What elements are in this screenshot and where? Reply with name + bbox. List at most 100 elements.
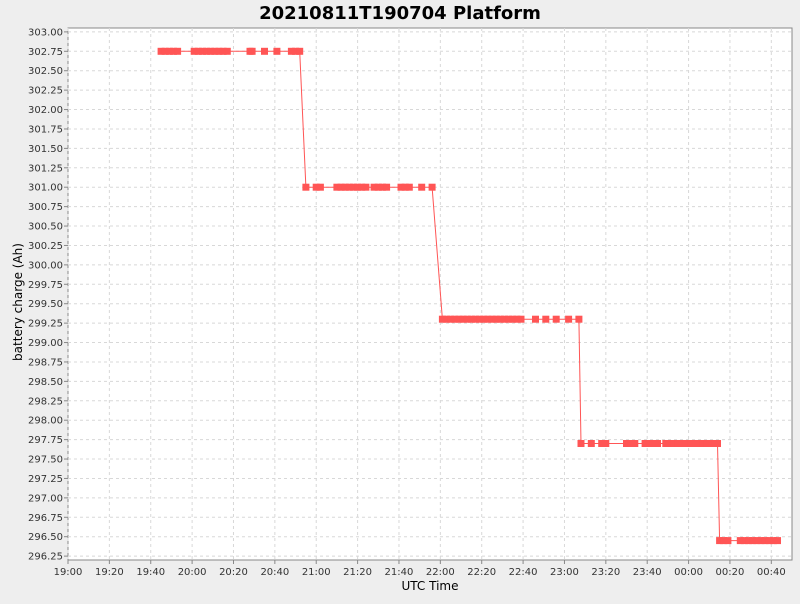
- data-point: [695, 440, 703, 447]
- data-point: [211, 47, 219, 55]
- data-point: [358, 183, 366, 191]
- data-point: [654, 440, 661, 447]
- x-tick-label: 20:20: [219, 567, 248, 578]
- data-point: [627, 440, 635, 447]
- x-tick-label: 21:00: [302, 567, 331, 578]
- y-tick-label: 302.50: [28, 66, 63, 77]
- y-tick-label: 296.75: [28, 513, 63, 524]
- data-point: [345, 183, 353, 191]
- y-tick-label: 300.25: [28, 241, 63, 252]
- data-point: [199, 47, 206, 55]
- data-point: [703, 440, 711, 447]
- x-tick-label: 21:20: [343, 567, 372, 578]
- y-tick-label: 298.75: [28, 357, 63, 368]
- data-point: [438, 315, 446, 323]
- x-tick-label: 23:00: [550, 567, 579, 578]
- data-point: [720, 537, 728, 545]
- data-point: [753, 537, 761, 545]
- data-point: [296, 47, 304, 55]
- x-tick-label: 00:00: [674, 567, 703, 578]
- data-point: [350, 183, 357, 191]
- x-tick-label: 20:40: [260, 567, 289, 578]
- y-tick-label: 297.50: [28, 455, 63, 466]
- data-point: [467, 315, 475, 323]
- y-tick-label: 300.50: [28, 222, 63, 233]
- data-point: [463, 315, 471, 323]
- y-tick-label: 300.00: [28, 260, 63, 271]
- data-point: [761, 537, 769, 545]
- data-point: [316, 183, 324, 191]
- data-point: [447, 315, 455, 323]
- data-point: [769, 537, 777, 545]
- y-tick-label: 299.25: [28, 319, 63, 330]
- data-point: [602, 440, 610, 447]
- data-point: [552, 315, 560, 323]
- y-tick-label: 302.00: [28, 105, 63, 116]
- data-point: [492, 315, 500, 323]
- y-tick-label: 301.50: [28, 144, 63, 155]
- data-point: [157, 47, 165, 55]
- data-point: [312, 183, 320, 191]
- data-point: [194, 47, 202, 55]
- data-point: [587, 440, 595, 447]
- y-tick-label: 301.25: [28, 163, 63, 174]
- data-point: [501, 315, 508, 323]
- data-point: [716, 537, 724, 545]
- data-point: [745, 537, 753, 545]
- data-point: [513, 315, 521, 323]
- data-point: [401, 183, 409, 191]
- data-point: [674, 440, 682, 447]
- data-point: [757, 537, 765, 545]
- y-tick-label: 302.75: [28, 47, 63, 58]
- data-point: [207, 47, 215, 55]
- x-tick-label: 22:40: [509, 567, 538, 578]
- data-point: [670, 440, 678, 447]
- data-point: [707, 440, 715, 447]
- data-point: [374, 183, 382, 191]
- data-point: [203, 47, 211, 55]
- x-tick-label: 22:00: [426, 567, 455, 578]
- data-point: [397, 183, 405, 191]
- data-point: [623, 440, 630, 447]
- data-point: [577, 440, 585, 447]
- data-point: [370, 183, 378, 191]
- data-point: [261, 47, 268, 55]
- y-tick-label: 297.75: [28, 435, 63, 446]
- data-point: [459, 315, 467, 323]
- data-point: [532, 315, 539, 323]
- x-tick-label: 00:40: [757, 567, 786, 578]
- y-tick-label: 296.25: [28, 552, 63, 563]
- y-tick-label: 302.25: [28, 86, 63, 97]
- data-point: [666, 440, 674, 447]
- data-point: [565, 315, 573, 323]
- data-point: [273, 47, 281, 55]
- data-point: [215, 47, 223, 55]
- data-point: [302, 183, 310, 191]
- x-axis-label: UTC Time: [402, 579, 459, 593]
- y-axis-label: battery charge (Ah): [11, 243, 25, 361]
- chart-title: 20210811T190704 Platform: [259, 3, 541, 24]
- data-point: [736, 537, 744, 545]
- x-tick-label: 19:20: [95, 567, 124, 578]
- data-point: [174, 47, 182, 55]
- data-point: [287, 47, 295, 55]
- y-tick-label: 299.50: [28, 299, 63, 310]
- data-point: [631, 440, 639, 447]
- data-point: [542, 315, 550, 323]
- y-tick-label: 297.00: [28, 493, 63, 504]
- x-tick-label: 23:40: [633, 567, 662, 578]
- data-point: [678, 440, 686, 447]
- y-tick-label: 299.00: [28, 338, 63, 349]
- data-point: [699, 440, 707, 447]
- data-point: [488, 315, 496, 323]
- data-point: [480, 315, 488, 323]
- data-point: [418, 183, 426, 191]
- data-point: [451, 315, 459, 323]
- data-point: [687, 440, 695, 447]
- data-point: [405, 183, 413, 191]
- series-battery-charge: [157, 47, 781, 545]
- data-point: [691, 440, 699, 447]
- data-point: [598, 440, 606, 447]
